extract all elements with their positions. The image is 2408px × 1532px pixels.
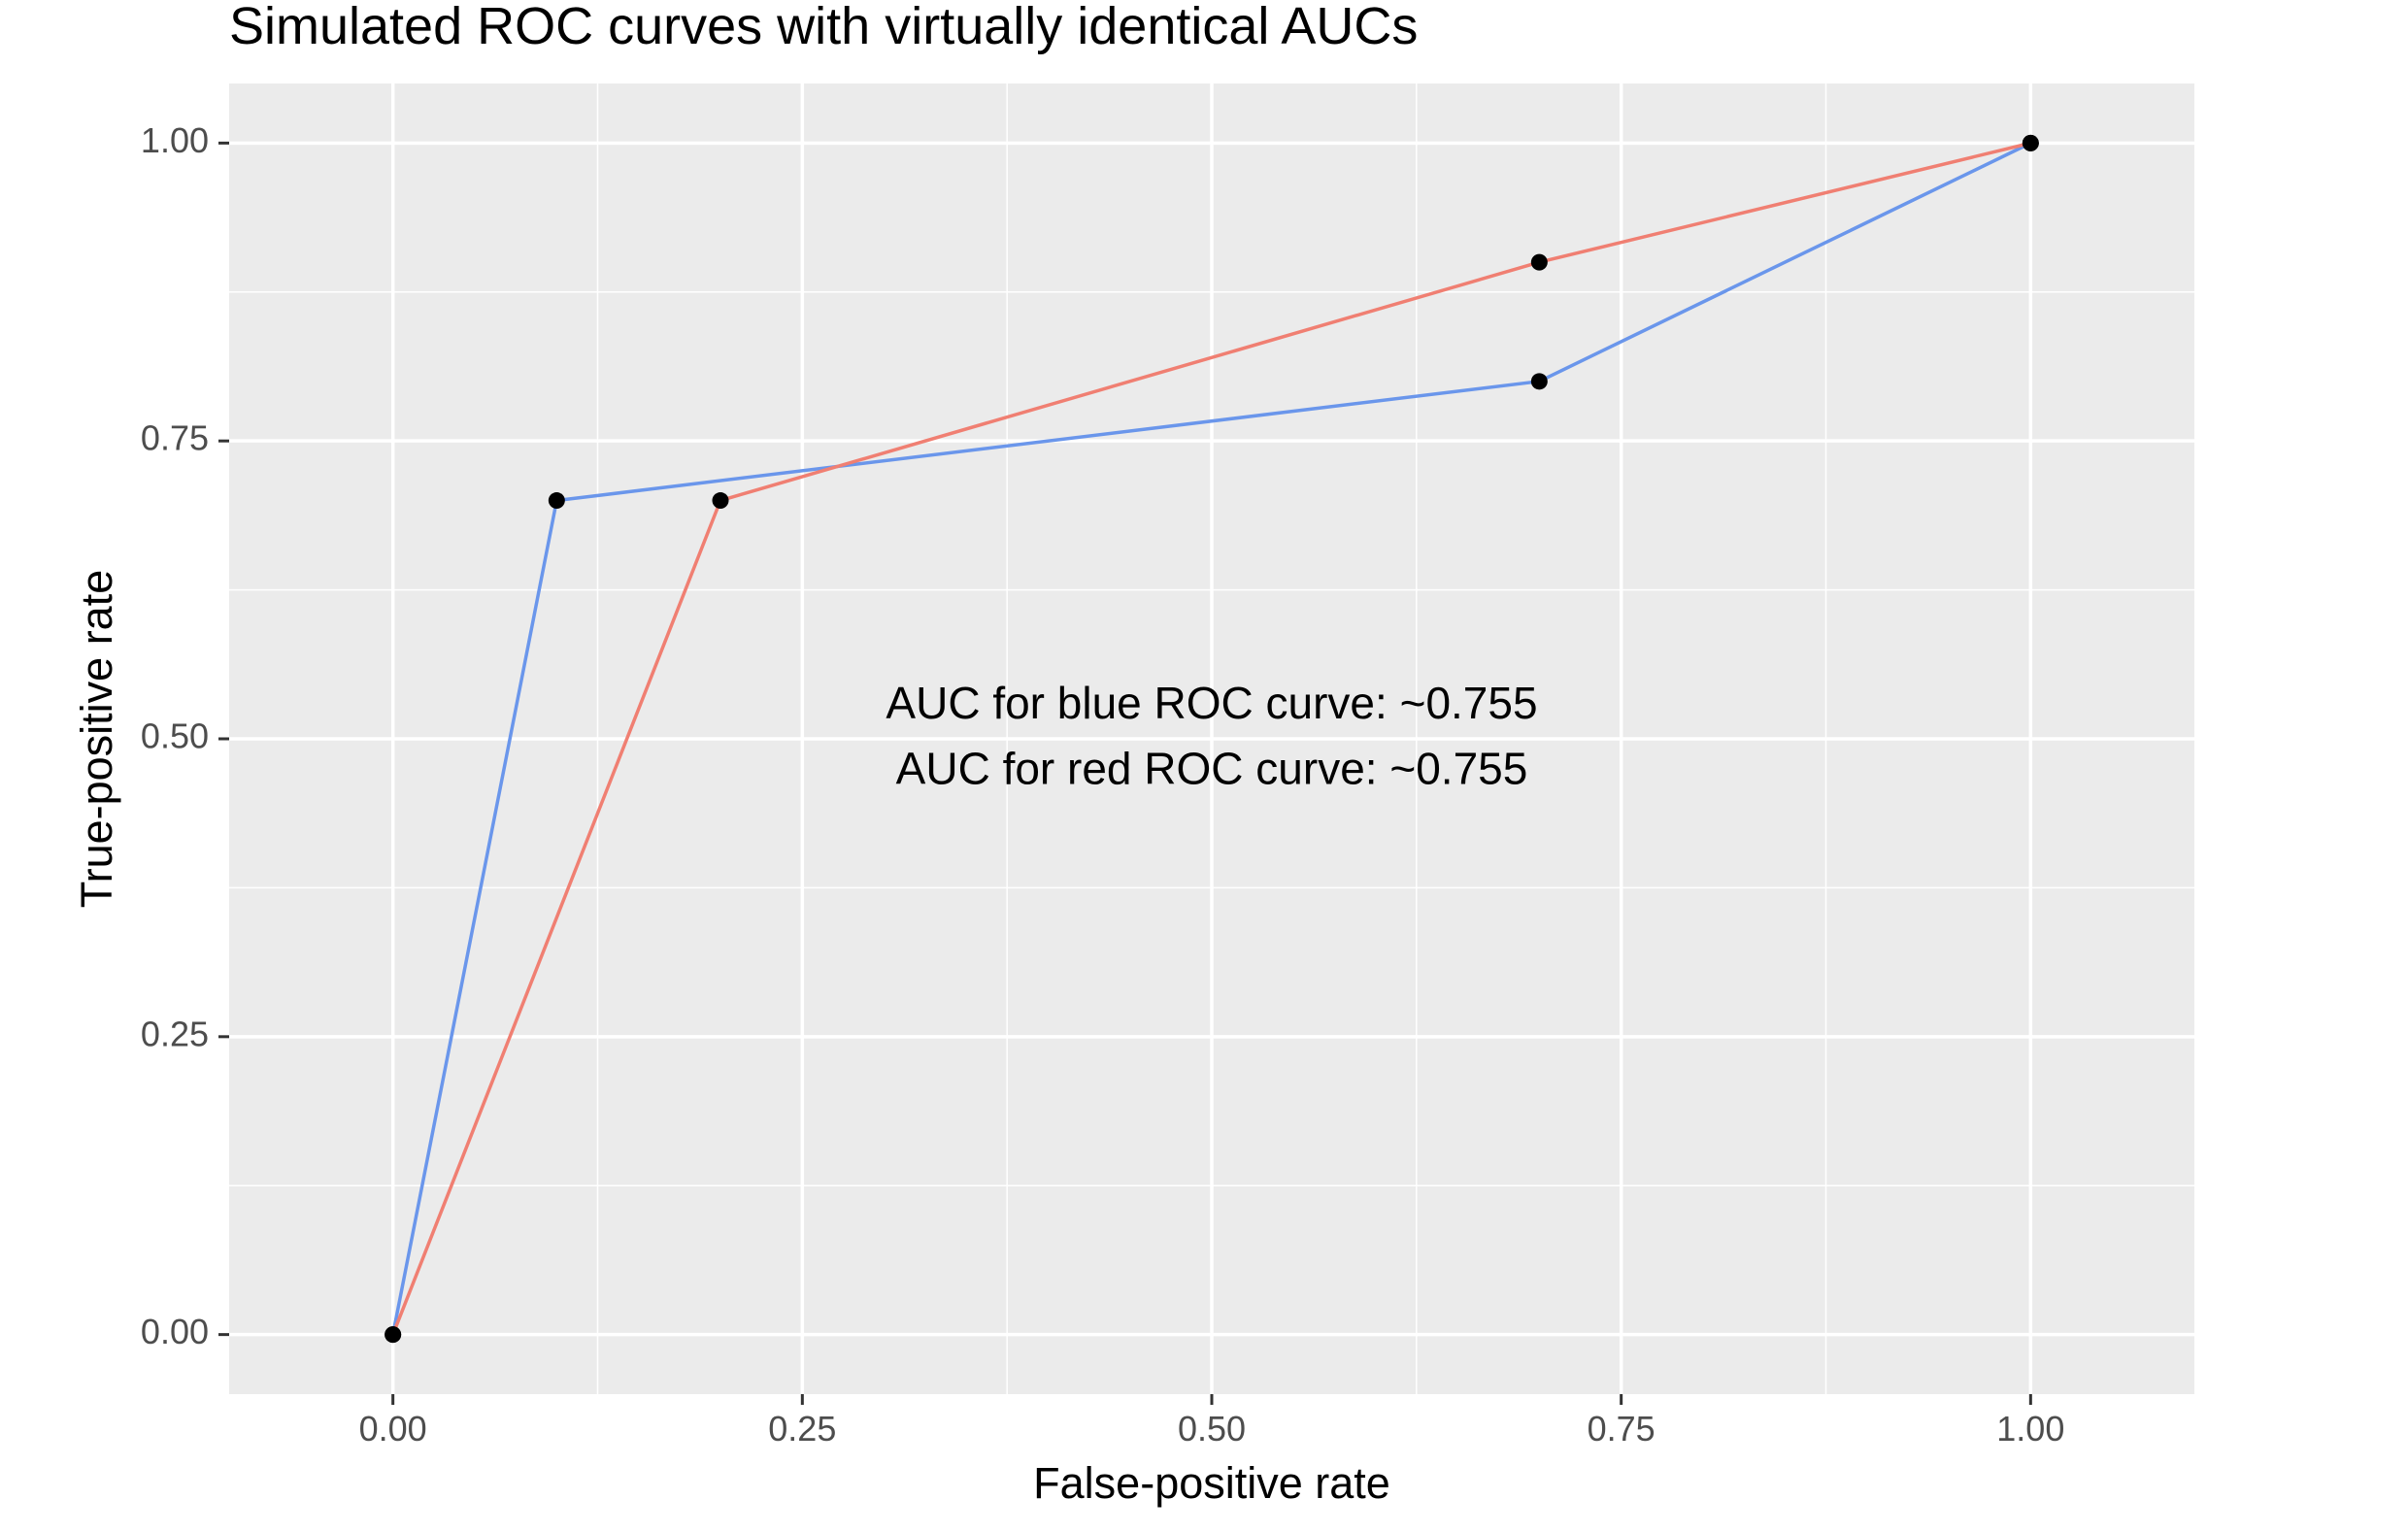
y-axis-title: True-positive rate [72,570,121,908]
chart-title: Simulated ROC curves with virtually iden… [229,0,1418,55]
y-tick-label: 0.50 [141,716,209,756]
x-axis-title: False-positive rate [1033,1458,1390,1508]
x-tick-label: 0.75 [1588,1409,1656,1449]
y-tick-label: 0.75 [141,418,209,458]
x-tick-label: 1.00 [1996,1409,2064,1449]
series-lines [390,141,2032,1336]
data-point-s2-2 [712,492,729,510]
grid-lines [229,83,2194,1394]
y-tick-label: 0.25 [141,1014,209,1053]
y-tick-label: 1.00 [141,120,209,160]
x-axis-ticks: 0.00 0.25 0.50 0.75 1.00 [359,1394,2064,1449]
data-point-s1-2 [548,492,565,510]
x-tick-label: 0.25 [768,1409,836,1449]
x-tick-label: 0.00 [359,1409,427,1449]
data-point-s2-3 [1530,253,1548,271]
y-axis-ticks: 0.00 0.25 0.50 0.75 1.00 [141,120,229,1351]
annotation-text: AUC for blue ROC curve: ~0.755 [886,678,1537,728]
data-point-s1-3 [1530,373,1548,390]
y-tick-label: 0.00 [141,1312,209,1351]
series-line-1 [390,141,2032,1335]
series-line-2 [391,141,2031,1336]
data-points [385,134,2039,1344]
data-point-s2-1 [385,1326,402,1344]
annotation-text: AUC for red ROC curve: ~0.755 [896,744,1528,794]
annotations: AUC for blue ROC curve: ~0.755 AUC for re… [886,678,1537,794]
x-tick-label: 0.50 [1178,1409,1246,1449]
data-point-s2-4 [2022,134,2039,151]
